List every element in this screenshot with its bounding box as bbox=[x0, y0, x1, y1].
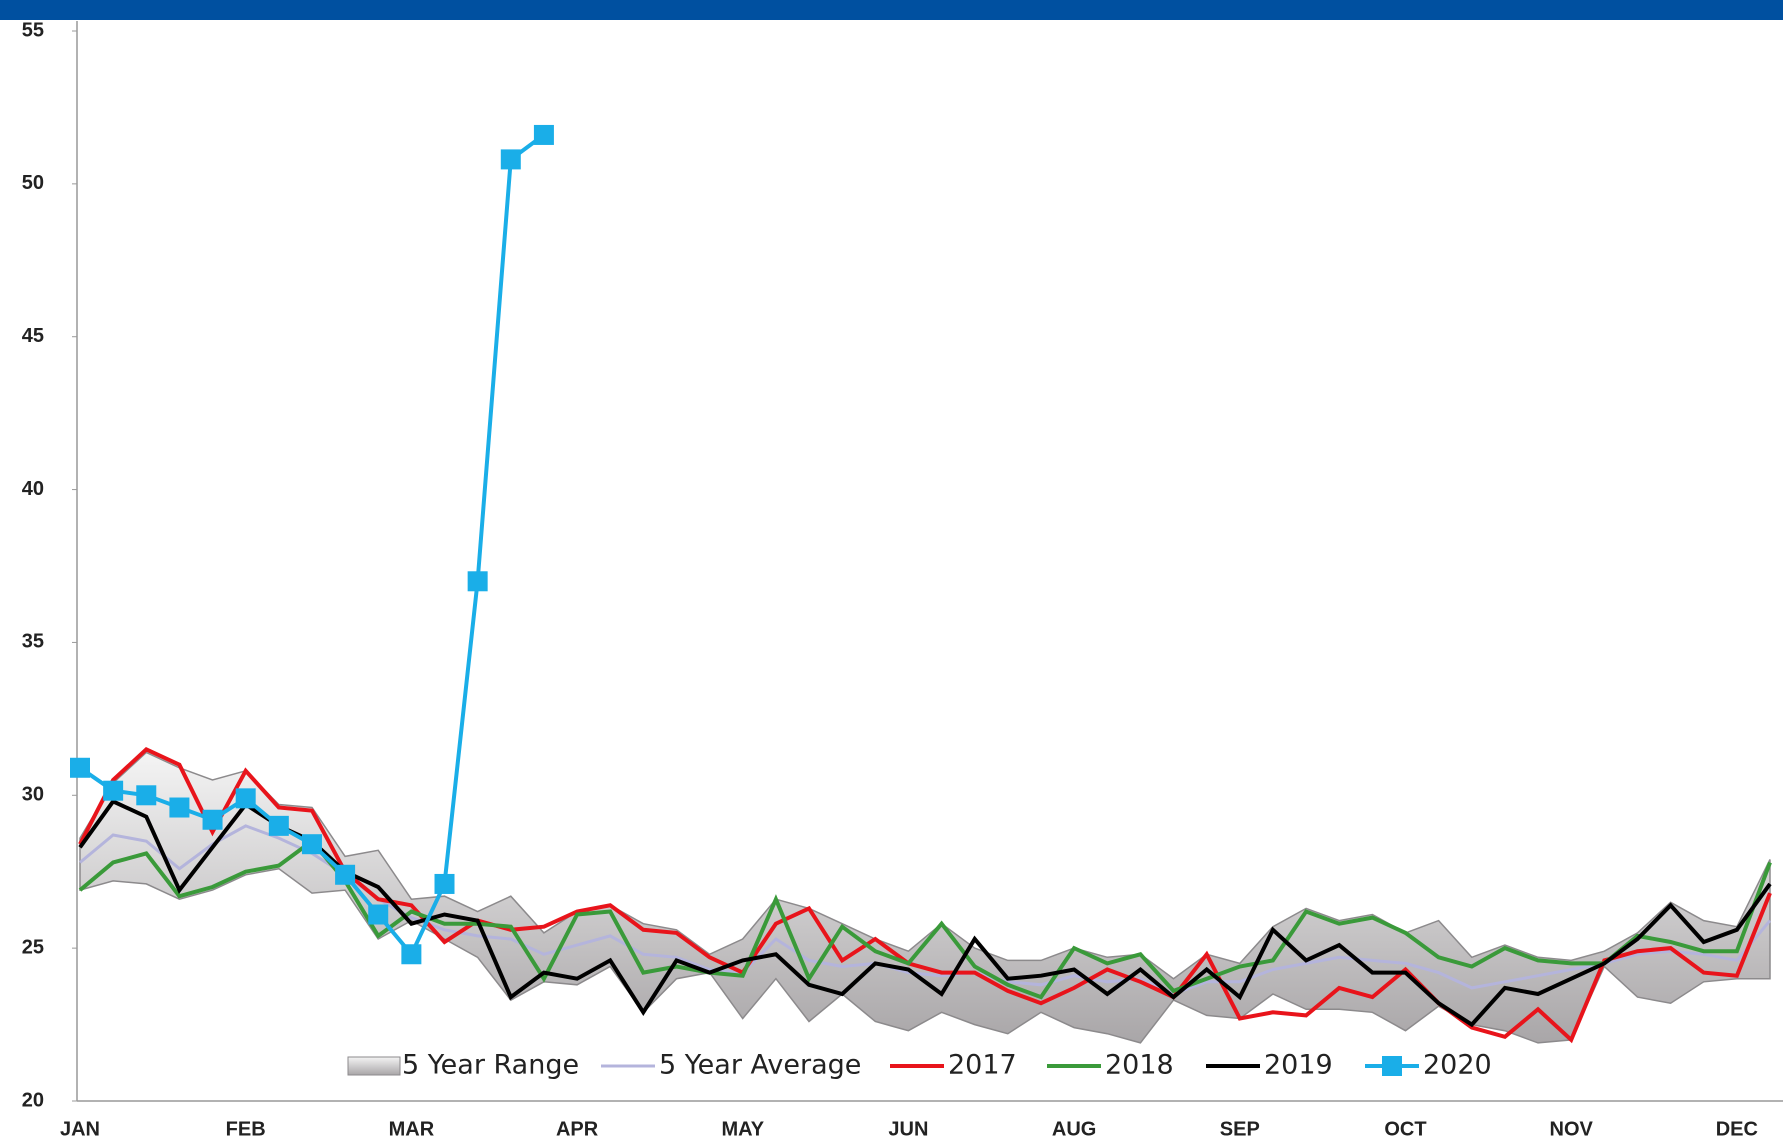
legend-swatch bbox=[347, 1056, 401, 1076]
series-line bbox=[78, 747, 1772, 1044]
series-line bbox=[78, 798, 1772, 1028]
series-marker bbox=[202, 809, 223, 830]
series-marker bbox=[467, 571, 488, 592]
series-marker bbox=[169, 797, 190, 818]
series-marker bbox=[533, 124, 554, 145]
legend-label: 2017 bbox=[948, 1050, 1017, 1081]
range-area bbox=[79, 751, 1771, 1044]
series-line bbox=[78, 838, 1772, 1000]
y-tick-label: 50 bbox=[22, 172, 44, 194]
series-marker bbox=[335, 864, 356, 885]
series-marker bbox=[401, 944, 422, 965]
x-tick-label: MAR bbox=[389, 1118, 435, 1140]
x-tick-label: OCT bbox=[1384, 1118, 1426, 1140]
x-tick-label: JUN bbox=[888, 1118, 928, 1140]
legend-label: 2020 bbox=[1423, 1050, 1492, 1081]
legend-label: 2019 bbox=[1264, 1050, 1333, 1081]
y-tick-label: 30 bbox=[22, 784, 44, 806]
x-tick-label: AUG bbox=[1052, 1118, 1096, 1140]
x-tick-label: FEB bbox=[226, 1118, 266, 1140]
x-tick-label: NOV bbox=[1550, 1118, 1594, 1140]
y-tick-label: 40 bbox=[22, 478, 44, 500]
series-marker bbox=[268, 815, 289, 836]
x-tick-label: MAY bbox=[721, 1118, 764, 1140]
series-marker bbox=[103, 780, 124, 801]
legend-label: 2018 bbox=[1105, 1050, 1174, 1081]
y-tick-label: 55 bbox=[22, 19, 44, 41]
y-tick-label: 20 bbox=[22, 1089, 44, 1111]
y-tick-label: 45 bbox=[22, 325, 44, 347]
x-tick-label: APR bbox=[556, 1118, 599, 1140]
y-tick-label: 35 bbox=[22, 631, 44, 653]
legend-marker bbox=[1382, 1056, 1402, 1076]
x-tick-label: DEC bbox=[1716, 1118, 1758, 1140]
series-marker bbox=[434, 873, 455, 894]
x-tick-label: SEP bbox=[1220, 1118, 1260, 1140]
series-marker bbox=[136, 785, 157, 806]
y-tick-label: 25 bbox=[22, 936, 44, 958]
series-marker bbox=[368, 904, 389, 925]
series-marker bbox=[235, 788, 256, 809]
legend-label: 5 Year Average bbox=[659, 1050, 861, 1081]
header-bar bbox=[0, 0, 1783, 20]
series-marker bbox=[500, 149, 521, 170]
legend-label: 5 Year Range bbox=[402, 1050, 579, 1081]
x-tick-label: JAN bbox=[60, 1118, 100, 1140]
series-marker bbox=[70, 757, 90, 778]
series-marker bbox=[301, 834, 322, 855]
